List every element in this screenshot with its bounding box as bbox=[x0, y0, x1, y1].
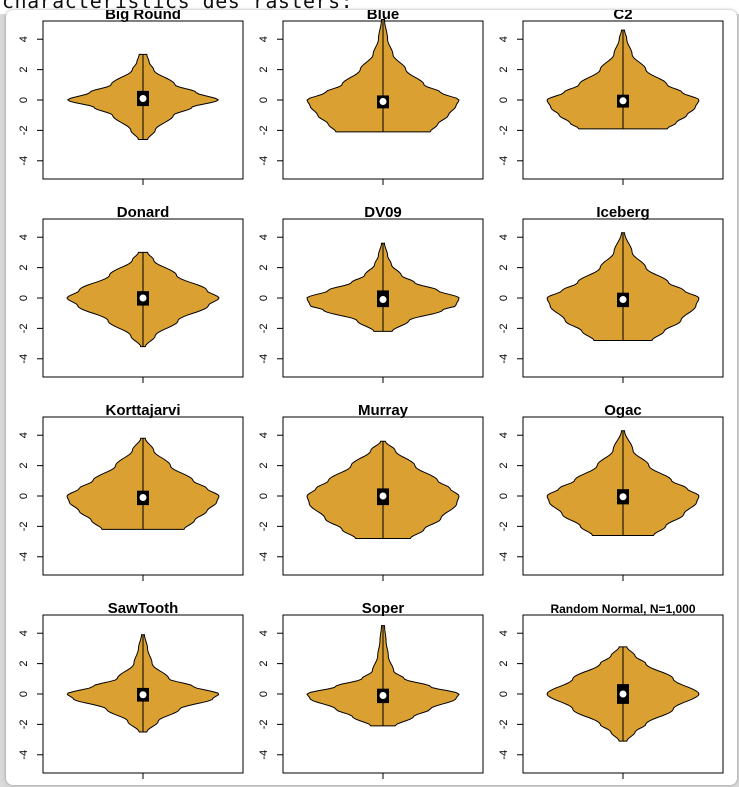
y-tick-label: 2 bbox=[498, 67, 510, 73]
panel-title: Murray bbox=[358, 402, 409, 419]
panel-title: Ogac bbox=[604, 402, 642, 419]
y-tick-label: 4 bbox=[258, 234, 270, 240]
y-tick-label: 4 bbox=[498, 36, 510, 42]
panel-title: Soper bbox=[362, 600, 405, 617]
violin-panel: Ogac -4 -2 0 2 4 bbox=[498, 402, 724, 581]
y-tick-label: 4 bbox=[498, 432, 510, 438]
panel-title: DV09 bbox=[364, 204, 402, 221]
y-tick-label: -4 bbox=[18, 156, 30, 166]
y-tick-label: -4 bbox=[498, 750, 510, 760]
median-point bbox=[139, 294, 147, 302]
y-tick-label: 4 bbox=[498, 630, 510, 636]
median-point bbox=[139, 94, 147, 102]
y-tick-label: 4 bbox=[18, 36, 30, 42]
panel-title: Big Round bbox=[105, 10, 181, 23]
panel-title: Donard bbox=[117, 204, 170, 221]
median-point bbox=[379, 98, 387, 106]
violin-panel: Iceberg -4 -2 0 2 4 bbox=[498, 204, 724, 383]
y-tick-label: -4 bbox=[258, 156, 270, 166]
y-tick-label: -4 bbox=[498, 354, 510, 364]
caption-text: characteristics des rasters: bbox=[2, 0, 354, 13]
violin-panel: C2 -4 -2 0 2 4 bbox=[498, 10, 724, 185]
y-tick-label: -2 bbox=[258, 125, 270, 135]
violin-panel: Korttajarvi -4 -2 0 2 4 bbox=[18, 402, 244, 581]
y-tick-label: 4 bbox=[18, 630, 30, 636]
panel-title: Korttajarvi bbox=[105, 402, 180, 419]
violin-panel: Soper -4 -2 0 2 4 bbox=[258, 600, 484, 779]
y-tick-label: -4 bbox=[498, 552, 510, 562]
median-point bbox=[619, 493, 627, 501]
y-tick-label: 0 bbox=[18, 295, 30, 301]
y-tick-label: -2 bbox=[18, 323, 30, 333]
y-tick-label: 0 bbox=[18, 493, 30, 499]
panel-title: C2 bbox=[613, 10, 632, 23]
y-tick-label: 4 bbox=[498, 234, 510, 240]
y-tick-label: 2 bbox=[18, 67, 30, 73]
y-tick-label: -4 bbox=[258, 750, 270, 760]
y-tick-label: 0 bbox=[258, 493, 270, 499]
y-tick-label: 2 bbox=[258, 463, 270, 469]
y-tick-label: 2 bbox=[18, 661, 30, 667]
y-tick-label: 0 bbox=[498, 97, 510, 103]
y-tick-label: 0 bbox=[18, 97, 30, 103]
y-tick-label: 2 bbox=[18, 463, 30, 469]
violin-panel: SawTooth -4 -2 0 2 4 bbox=[18, 600, 244, 779]
y-tick-label: 0 bbox=[18, 691, 30, 697]
y-tick-label: 2 bbox=[498, 661, 510, 667]
y-tick-label: -2 bbox=[18, 125, 30, 135]
panel-title: Random Normal, N=1,000 bbox=[550, 602, 695, 616]
y-tick-label: 0 bbox=[498, 295, 510, 301]
y-tick-label: 4 bbox=[258, 432, 270, 438]
violin-panel: Donard -4 -2 0 2 4 bbox=[18, 204, 244, 383]
y-tick-label: 0 bbox=[258, 295, 270, 301]
y-tick-label: -4 bbox=[18, 552, 30, 562]
y-tick-label: -4 bbox=[498, 156, 510, 166]
violin-panel: Random Normal, N=1,000 -4 -2 0 2 4 bbox=[498, 602, 724, 779]
y-tick-label: -2 bbox=[498, 719, 510, 729]
figure-panel: Big Round -4 -2 0 2 4 Blue -4 -2 0 2 4 C2 -4 -2 0 2 4 Dona… bbox=[6, 10, 737, 785]
median-point bbox=[379, 492, 387, 500]
y-tick-label: 2 bbox=[258, 661, 270, 667]
y-tick-label: 2 bbox=[258, 265, 270, 271]
y-tick-label: -2 bbox=[498, 125, 510, 135]
median-point bbox=[379, 296, 387, 304]
y-tick-label: -4 bbox=[258, 552, 270, 562]
y-tick-label: -2 bbox=[258, 521, 270, 531]
y-tick-label: -4 bbox=[18, 750, 30, 760]
median-point bbox=[139, 691, 147, 699]
y-tick-label: -4 bbox=[18, 354, 30, 364]
y-tick-label: -2 bbox=[18, 719, 30, 729]
panel-title: Blue bbox=[367, 10, 400, 23]
y-tick-label: 0 bbox=[498, 493, 510, 499]
violin-panel: Big Round -4 -2 0 2 4 bbox=[18, 10, 244, 185]
y-tick-label: -2 bbox=[258, 323, 270, 333]
y-tick-label: -4 bbox=[258, 354, 270, 364]
y-tick-label: -2 bbox=[498, 323, 510, 333]
y-tick-label: 2 bbox=[498, 265, 510, 271]
violin-panel: Blue -4 -2 0 2 4 bbox=[258, 10, 484, 185]
y-tick-label: -2 bbox=[498, 521, 510, 531]
violin-panel: DV09 -4 -2 0 2 4 bbox=[258, 204, 484, 383]
median-point bbox=[379, 692, 387, 700]
median-point bbox=[139, 494, 147, 502]
panel-title: Iceberg bbox=[596, 204, 649, 221]
violin-panel: Murray -4 -2 0 2 4 bbox=[258, 402, 484, 581]
y-tick-label: 4 bbox=[258, 630, 270, 636]
y-tick-label: 4 bbox=[258, 36, 270, 42]
violin-plot-grid: Big Round-4-2024Blue-4-2024C2-4-2024Dona… bbox=[18, 10, 724, 779]
y-tick-label: 2 bbox=[498, 463, 510, 469]
y-tick-label: 0 bbox=[258, 691, 270, 697]
y-tick-label: 4 bbox=[18, 432, 30, 438]
panel-title: SawTooth bbox=[108, 600, 179, 617]
median-point bbox=[619, 97, 627, 105]
y-tick-label: -2 bbox=[258, 719, 270, 729]
y-tick-label: 2 bbox=[258, 67, 270, 73]
y-tick-label: 2 bbox=[18, 265, 30, 271]
y-tick-label: 4 bbox=[18, 234, 30, 240]
median-point bbox=[619, 690, 627, 698]
y-tick-label: 0 bbox=[498, 691, 510, 697]
y-tick-label: -2 bbox=[18, 521, 30, 531]
median-point bbox=[619, 296, 627, 304]
y-tick-label: 0 bbox=[258, 97, 270, 103]
